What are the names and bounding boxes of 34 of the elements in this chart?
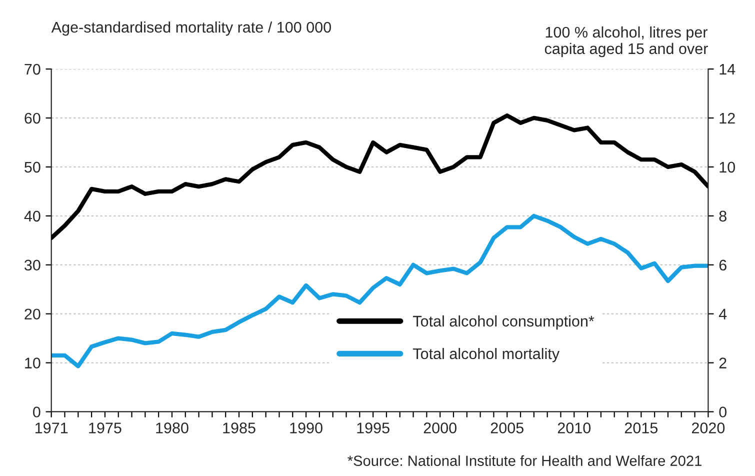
y2-tick-label: 14 [720, 64, 736, 75]
y2-tick-label: 0 [719, 406, 727, 418]
x-tick-label: 2015 [624, 422, 658, 434]
y-tick-label: 40 [24, 210, 40, 222]
y-tick-label: 0 [33, 406, 40, 418]
y2-tick-label: 10 [720, 162, 736, 173]
line-series [51, 113, 708, 240]
y2-tick-label: 2 [719, 358, 726, 368]
y-axis-title: Age-standardised mortality rate / 100 000 [51, 21, 331, 36]
legend-label: Total alcohol mortality [413, 348, 560, 362]
x-tick-label: 1975 [89, 422, 122, 434]
x-tick-label: 1980 [156, 422, 188, 434]
x-tick-label: 1971 [36, 422, 68, 434]
x-tick-label: 2020 [692, 422, 725, 434]
text: *Source: National Institute for Health and Welfare 2021 [348, 455, 702, 466]
x-tick-label: 1995 [357, 422, 390, 434]
legend-label: Total alcohol consumption* [413, 315, 594, 330]
y2-tick-label: 4 [718, 308, 727, 320]
y2-axis-title: 100 % alcohol, litres per capita aged 15 and over [544, 26, 708, 58]
y-tick-label: 30 [24, 260, 40, 271]
y-tick-label: 50 [24, 162, 40, 173]
y2-tick-label: 8 [719, 210, 726, 222]
y-tick-label: 10 [25, 358, 40, 368]
x-tick-label: 2010 [558, 422, 591, 434]
y-tick-label: 20 [24, 308, 40, 320]
y2-tick-label: 6 [719, 260, 726, 271]
x-tick-label: 1985 [223, 422, 256, 434]
y2-tick-label: 12 [720, 112, 735, 124]
y-tick-label: 70 [24, 64, 40, 75]
x-tick-label: 2000 [424, 422, 456, 434]
line-series [51, 214, 708, 368]
x-tick-label: 1990 [290, 422, 322, 434]
y-tick-label: 60 [24, 112, 40, 124]
x-tick-label: 2005 [490, 422, 524, 434]
